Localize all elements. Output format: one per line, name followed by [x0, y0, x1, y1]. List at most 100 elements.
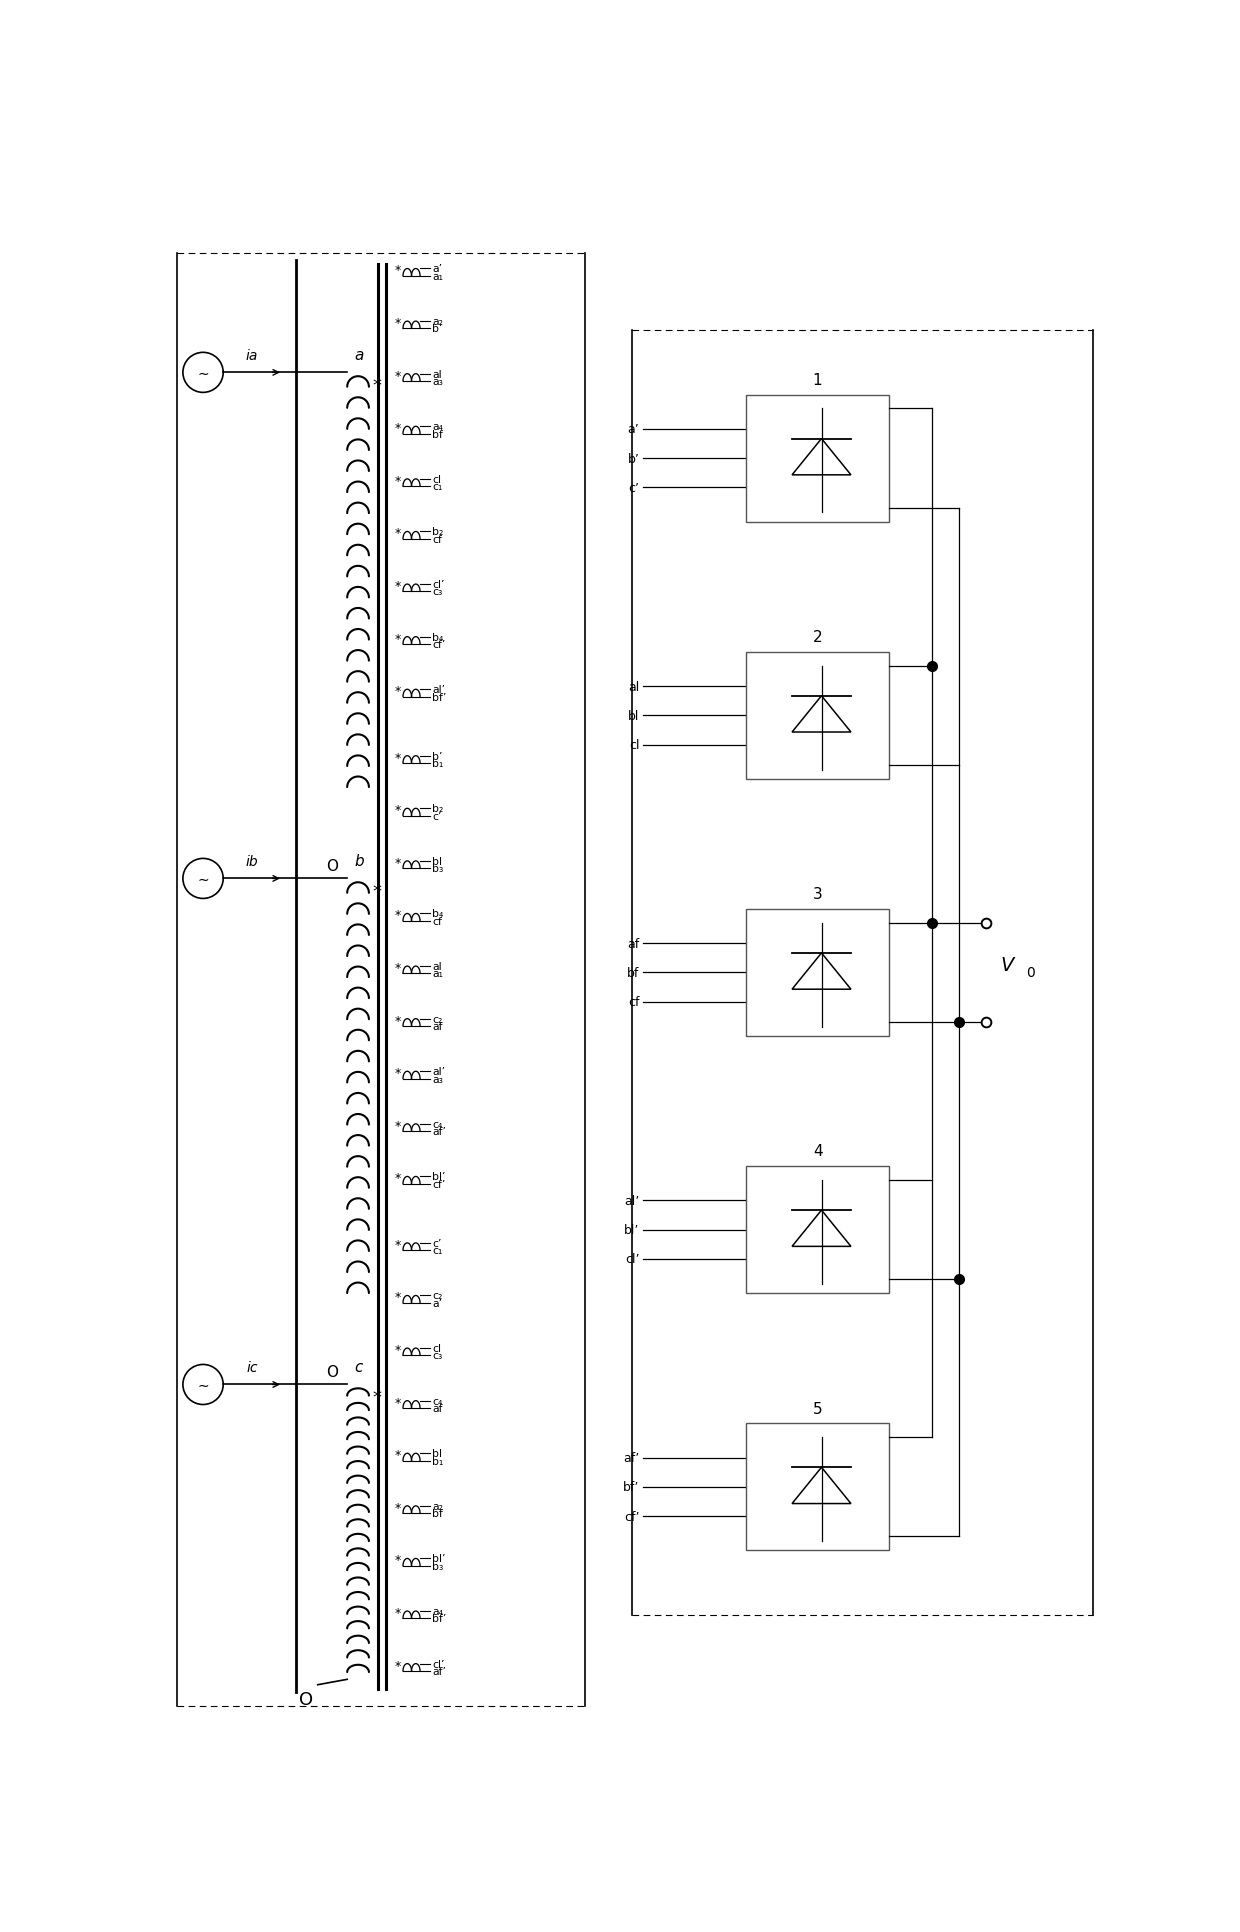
Text: *: * — [372, 883, 381, 900]
Text: b₄: b₄ — [433, 908, 444, 920]
Text: *: * — [394, 1291, 401, 1304]
Text: *: * — [394, 1605, 401, 1619]
Text: ∼: ∼ — [197, 367, 208, 381]
Text: cl: cl — [629, 738, 640, 752]
Text: *: * — [394, 1173, 401, 1184]
Text: *: * — [372, 1389, 381, 1406]
Text: *: * — [394, 369, 401, 383]
Text: b: b — [353, 854, 363, 869]
Bar — [746, 1424, 889, 1551]
Text: V: V — [1001, 956, 1013, 976]
Text: b₁: b₁ — [433, 759, 444, 769]
Text: bf’: bf’ — [433, 692, 446, 701]
Bar — [746, 396, 889, 522]
Text: 2: 2 — [812, 630, 822, 645]
Text: cf: cf — [433, 916, 443, 925]
Text: *: * — [394, 856, 401, 869]
Text: a₁: a₁ — [433, 272, 444, 282]
Text: c’: c’ — [433, 1238, 441, 1248]
Text: ib: ib — [246, 856, 258, 869]
Text: ia: ia — [246, 350, 258, 363]
Text: cl’: cl’ — [625, 1252, 640, 1265]
Text: cl’: cl’ — [433, 580, 445, 589]
Text: b₂: b₂ — [433, 527, 444, 537]
Text: c₁: c₁ — [433, 481, 443, 493]
Text: *: * — [394, 1660, 401, 1671]
Text: c₃: c₃ — [433, 1350, 443, 1360]
Text: af: af — [433, 1022, 443, 1032]
Text: *: * — [394, 908, 401, 922]
Text: *: * — [394, 1343, 401, 1356]
Text: b₂: b₂ — [433, 804, 444, 813]
Text: bl’: bl’ — [433, 1553, 446, 1563]
Text: cf: cf — [627, 995, 640, 1009]
Bar — [746, 653, 889, 779]
Text: *: * — [394, 1501, 401, 1515]
Text: a’: a’ — [433, 1298, 443, 1308]
Text: al’: al’ — [433, 684, 445, 696]
Text: *: * — [394, 475, 401, 487]
Text: b₄: b₄ — [433, 632, 444, 641]
Text: cl: cl — [433, 475, 441, 485]
Text: af’: af’ — [624, 1451, 640, 1464]
Text: a₃: a₃ — [433, 1074, 444, 1084]
Text: bl: bl — [433, 856, 443, 866]
Text: bf’: bf’ — [622, 1480, 640, 1493]
Text: al: al — [433, 369, 443, 379]
Text: 4: 4 — [812, 1144, 822, 1159]
Text: al: al — [433, 962, 443, 972]
Text: a: a — [355, 348, 363, 363]
Text: *: * — [394, 1397, 401, 1408]
Text: cf’: cf’ — [433, 1179, 446, 1188]
Text: *: * — [372, 377, 381, 394]
Text: *: * — [394, 1014, 401, 1028]
Text: *: * — [394, 265, 401, 278]
Text: a₁: a₁ — [433, 968, 444, 980]
Text: 1: 1 — [812, 373, 822, 388]
Text: b₃: b₃ — [433, 1561, 444, 1571]
Text: b’: b’ — [627, 452, 640, 466]
Text: b’: b’ — [433, 752, 443, 761]
Text: *: * — [394, 752, 401, 765]
Text: 3: 3 — [812, 887, 822, 902]
Text: al’: al’ — [624, 1194, 640, 1208]
Text: a’: a’ — [627, 423, 640, 437]
Text: c₁: c₁ — [433, 1246, 443, 1256]
Text: b₁: b₁ — [433, 1457, 444, 1466]
Text: a₄: a₄ — [433, 421, 444, 433]
Text: a₂: a₂ — [433, 1501, 444, 1511]
Text: bf: bf — [627, 966, 640, 980]
Text: af: af — [433, 1403, 443, 1412]
Text: c₄: c₄ — [433, 1397, 443, 1406]
Text: al’: al’ — [433, 1066, 445, 1076]
Text: *: * — [394, 580, 401, 593]
Text: cl: cl — [433, 1343, 441, 1354]
Text: cl’: cl’ — [433, 1660, 445, 1669]
Text: bf: bf — [433, 1509, 444, 1519]
Text: *: * — [394, 632, 401, 645]
Text: *: * — [394, 1553, 401, 1567]
Text: bl’: bl’ — [433, 1173, 446, 1182]
Text: O: O — [326, 858, 337, 873]
Text: *: * — [394, 804, 401, 817]
Text: c₃: c₃ — [433, 587, 443, 597]
Text: af’: af’ — [433, 1126, 446, 1136]
Text: O: O — [299, 1690, 314, 1708]
Text: al: al — [629, 680, 640, 694]
Text: c: c — [355, 1360, 363, 1376]
Text: O: O — [326, 1364, 337, 1379]
Text: bl: bl — [627, 709, 640, 723]
Text: a’: a’ — [433, 265, 443, 274]
Text: *: * — [394, 421, 401, 435]
Text: b’: b’ — [433, 325, 443, 334]
Text: 0: 0 — [1027, 966, 1035, 980]
Text: a₂: a₂ — [433, 317, 444, 327]
Text: a₃: a₃ — [433, 377, 444, 386]
Text: *: * — [394, 317, 401, 330]
Text: *: * — [394, 1066, 401, 1080]
Text: cf’: cf’ — [624, 1509, 640, 1522]
Text: *: * — [394, 684, 401, 697]
Text: b₃: b₃ — [433, 864, 444, 873]
Text: *: * — [394, 527, 401, 541]
Text: *: * — [394, 1449, 401, 1461]
